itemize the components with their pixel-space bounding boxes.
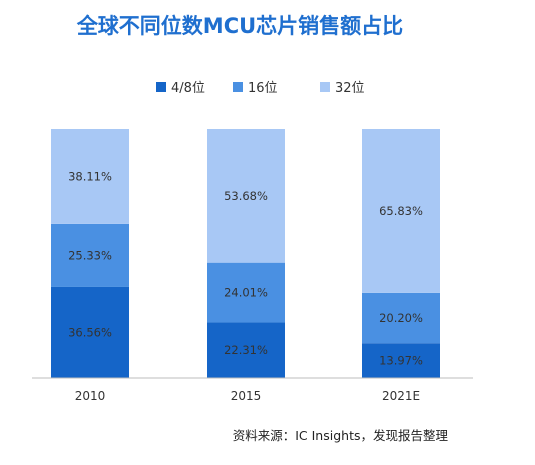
data-label-2021E-1: 20.20% xyxy=(379,311,423,325)
bar-2010-1 xyxy=(51,223,129,287)
data-label-2015-0: 22.31% xyxy=(224,343,268,357)
legend-label-1: 16位 xyxy=(248,81,278,96)
legend-label-2: 32位 xyxy=(335,81,365,96)
legend-swatch-1 xyxy=(233,82,243,92)
bar-2021E-1 xyxy=(362,292,440,344)
legend-swatch-2 xyxy=(320,82,330,92)
source-note: 资料来源：IC Insights，发现报告整理 xyxy=(233,428,449,443)
bar-2015-2 xyxy=(207,129,285,263)
legend-swatch-0 xyxy=(156,82,166,92)
x-tick-2021E: 2021E xyxy=(382,389,420,403)
bar-2010-0 xyxy=(51,286,129,378)
bar-2021E-0 xyxy=(362,343,440,378)
bar-2015-0 xyxy=(207,322,285,378)
data-label-2010-2: 38.11% xyxy=(68,169,112,183)
bars: 36.56% 25.33% 38.11% 22.31% 24.01% 53.68% 13.9… xyxy=(51,129,440,378)
data-label-2021E-0: 13.97% xyxy=(379,354,423,368)
legend-label-0: 4/8位 xyxy=(171,81,205,96)
x-axis-ticks: 2010 2015 2021E xyxy=(75,389,420,403)
chart-title: 全球不同位数MCU芯片销售额占比 xyxy=(76,14,403,38)
data-label-2021E-2: 65.83% xyxy=(379,204,423,218)
data-label-2015-2: 53.68% xyxy=(224,189,268,203)
bar-2021E-2 xyxy=(362,129,440,293)
data-label-2015-1: 24.01% xyxy=(224,286,268,300)
bar-2015-1 xyxy=(207,262,285,323)
legend: 4/8位 16位 32位 xyxy=(156,81,365,96)
x-tick-2010: 2010 xyxy=(75,389,106,403)
data-label-2010-1: 25.33% xyxy=(68,248,112,262)
x-tick-2015: 2015 xyxy=(231,389,262,403)
bar-2010-2 xyxy=(51,129,129,224)
data-label-2010-0: 36.56% xyxy=(68,325,112,339)
